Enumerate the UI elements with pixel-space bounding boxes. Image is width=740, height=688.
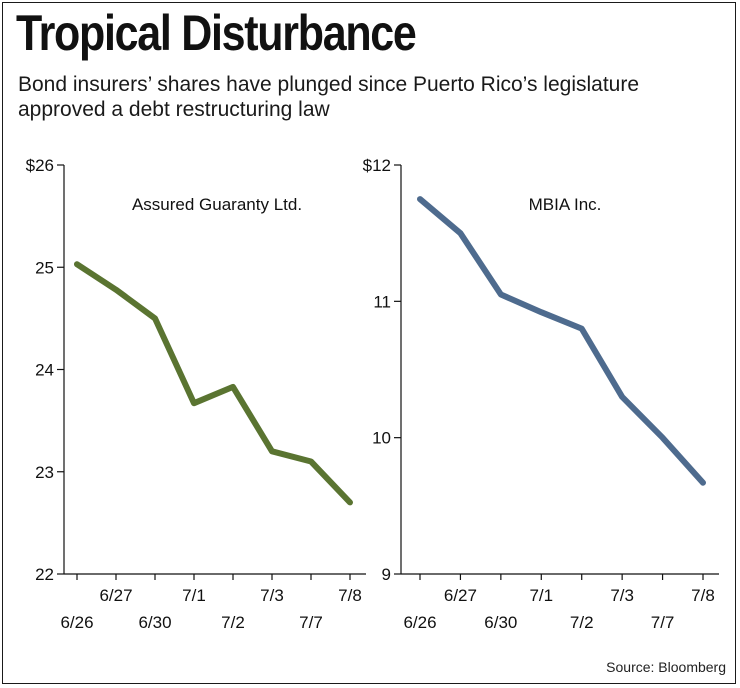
chart1-series-line — [74, 261, 353, 506]
chart2-y-tick-label: 11 — [373, 292, 391, 311]
chart1-y-tick-label: 24 — [35, 361, 54, 380]
chart2-y-tick-label: 9 — [382, 565, 391, 584]
chart2-series-title: MBIA Inc. — [529, 195, 602, 214]
chart1-y-tick-label: 22 — [35, 565, 54, 584]
chart1-x-tick-label: 7/7 — [299, 613, 323, 632]
chart2-x-tick-label: 7/1 — [529, 586, 553, 605]
chart1-x-tick-label: 7/3 — [260, 586, 284, 605]
chart1-x-tick-label: 6/27 — [99, 586, 132, 605]
chart1-y-tick-label: 23 — [35, 463, 54, 482]
chart2-x-tick-label: 6/30 — [484, 613, 517, 632]
chart2-y-tick-label: 10 — [372, 429, 391, 448]
chart2-x-tick-label: 6/27 — [444, 586, 477, 605]
chart1-x-tick-label: 7/8 — [338, 586, 362, 605]
chart-subtitle: Bond insurers’ shares have plunged since… — [18, 73, 640, 121]
chart2-y-tick-label: $12 — [363, 156, 391, 175]
chart2-x-tick-label: 7/8 — [691, 586, 715, 605]
chart2-x-tick-label: 7/2 — [570, 613, 594, 632]
chart1-x-tick-label: 6/30 — [138, 613, 171, 632]
chart2-x-tick-label: 6/26 — [403, 613, 436, 632]
source-note: Source: Bloomberg — [606, 659, 726, 675]
chart-title: Tropical Disturbance — [16, 5, 417, 61]
chart1-y-tick-label: 25 — [35, 258, 54, 277]
chart1-x-tick-label: 7/2 — [221, 613, 245, 632]
chart1-series-title: Assured Guaranty Ltd. — [132, 195, 302, 214]
chart1-x-tick-label: 7/1 — [182, 586, 206, 605]
chart2-series-line — [417, 196, 706, 486]
chart2-x-tick-label: 7/3 — [610, 586, 634, 605]
chart2-x-tick-label: 7/7 — [651, 613, 675, 632]
chart1-x-tick-label: 6/26 — [60, 613, 93, 632]
chart1-y-tick-label: $26 — [26, 156, 54, 175]
